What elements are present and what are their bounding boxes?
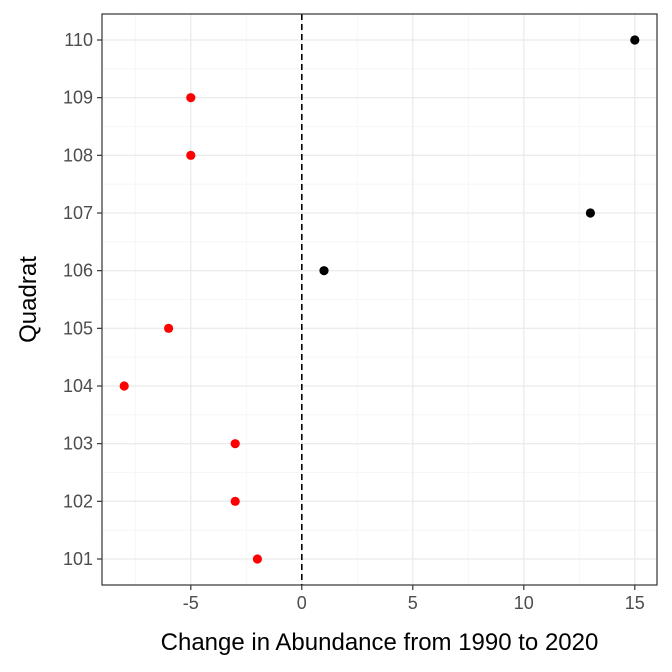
panel-border xyxy=(101,13,658,586)
data-point-quadrat-109 xyxy=(186,93,196,103)
data-point-quadrat-110 xyxy=(630,35,640,45)
data-point-quadrat-106 xyxy=(319,266,329,276)
data-point-quadrat-107 xyxy=(585,208,596,218)
data-point-quadrat-105 xyxy=(164,323,174,333)
point-layer xyxy=(119,35,640,564)
y-tick-label: 101 xyxy=(63,549,93,569)
y-tick-label: 102 xyxy=(63,491,93,511)
y-tick-label: 104 xyxy=(63,376,93,396)
data-point-quadrat-108 xyxy=(186,150,196,160)
y-axis-title: Quadrat xyxy=(15,256,42,343)
data-point-quadrat-101 xyxy=(252,554,262,564)
x-tick-label: 15 xyxy=(625,593,645,613)
y-tick-label: 108 xyxy=(63,145,93,165)
y-tick-label: 106 xyxy=(63,261,93,281)
y-tick-label: 110 xyxy=(64,30,93,50)
data-point-quadrat-104 xyxy=(119,381,129,391)
y-axis: 101 102 103 104 105 106 107 108 109 110 xyxy=(63,30,102,569)
y-tick-label: 109 xyxy=(63,88,93,108)
grid-layer xyxy=(102,14,657,585)
x-tick-label: 0 xyxy=(297,593,307,613)
x-axis-title: Change in Abundance from 1990 to 2020 xyxy=(161,629,599,656)
data-point-quadrat-103 xyxy=(230,439,240,449)
y-tick-label: 103 xyxy=(63,434,93,454)
x-tick-label: 5 xyxy=(408,593,418,613)
x-tick-label: -5 xyxy=(183,593,199,613)
y-tick-label: 107 xyxy=(63,203,93,223)
x-tick-label: 10 xyxy=(514,593,534,613)
y-tick-label: 105 xyxy=(63,318,93,338)
data-point-quadrat-102 xyxy=(230,496,240,506)
x-axis: -5 0 5 10 15 xyxy=(183,585,645,613)
